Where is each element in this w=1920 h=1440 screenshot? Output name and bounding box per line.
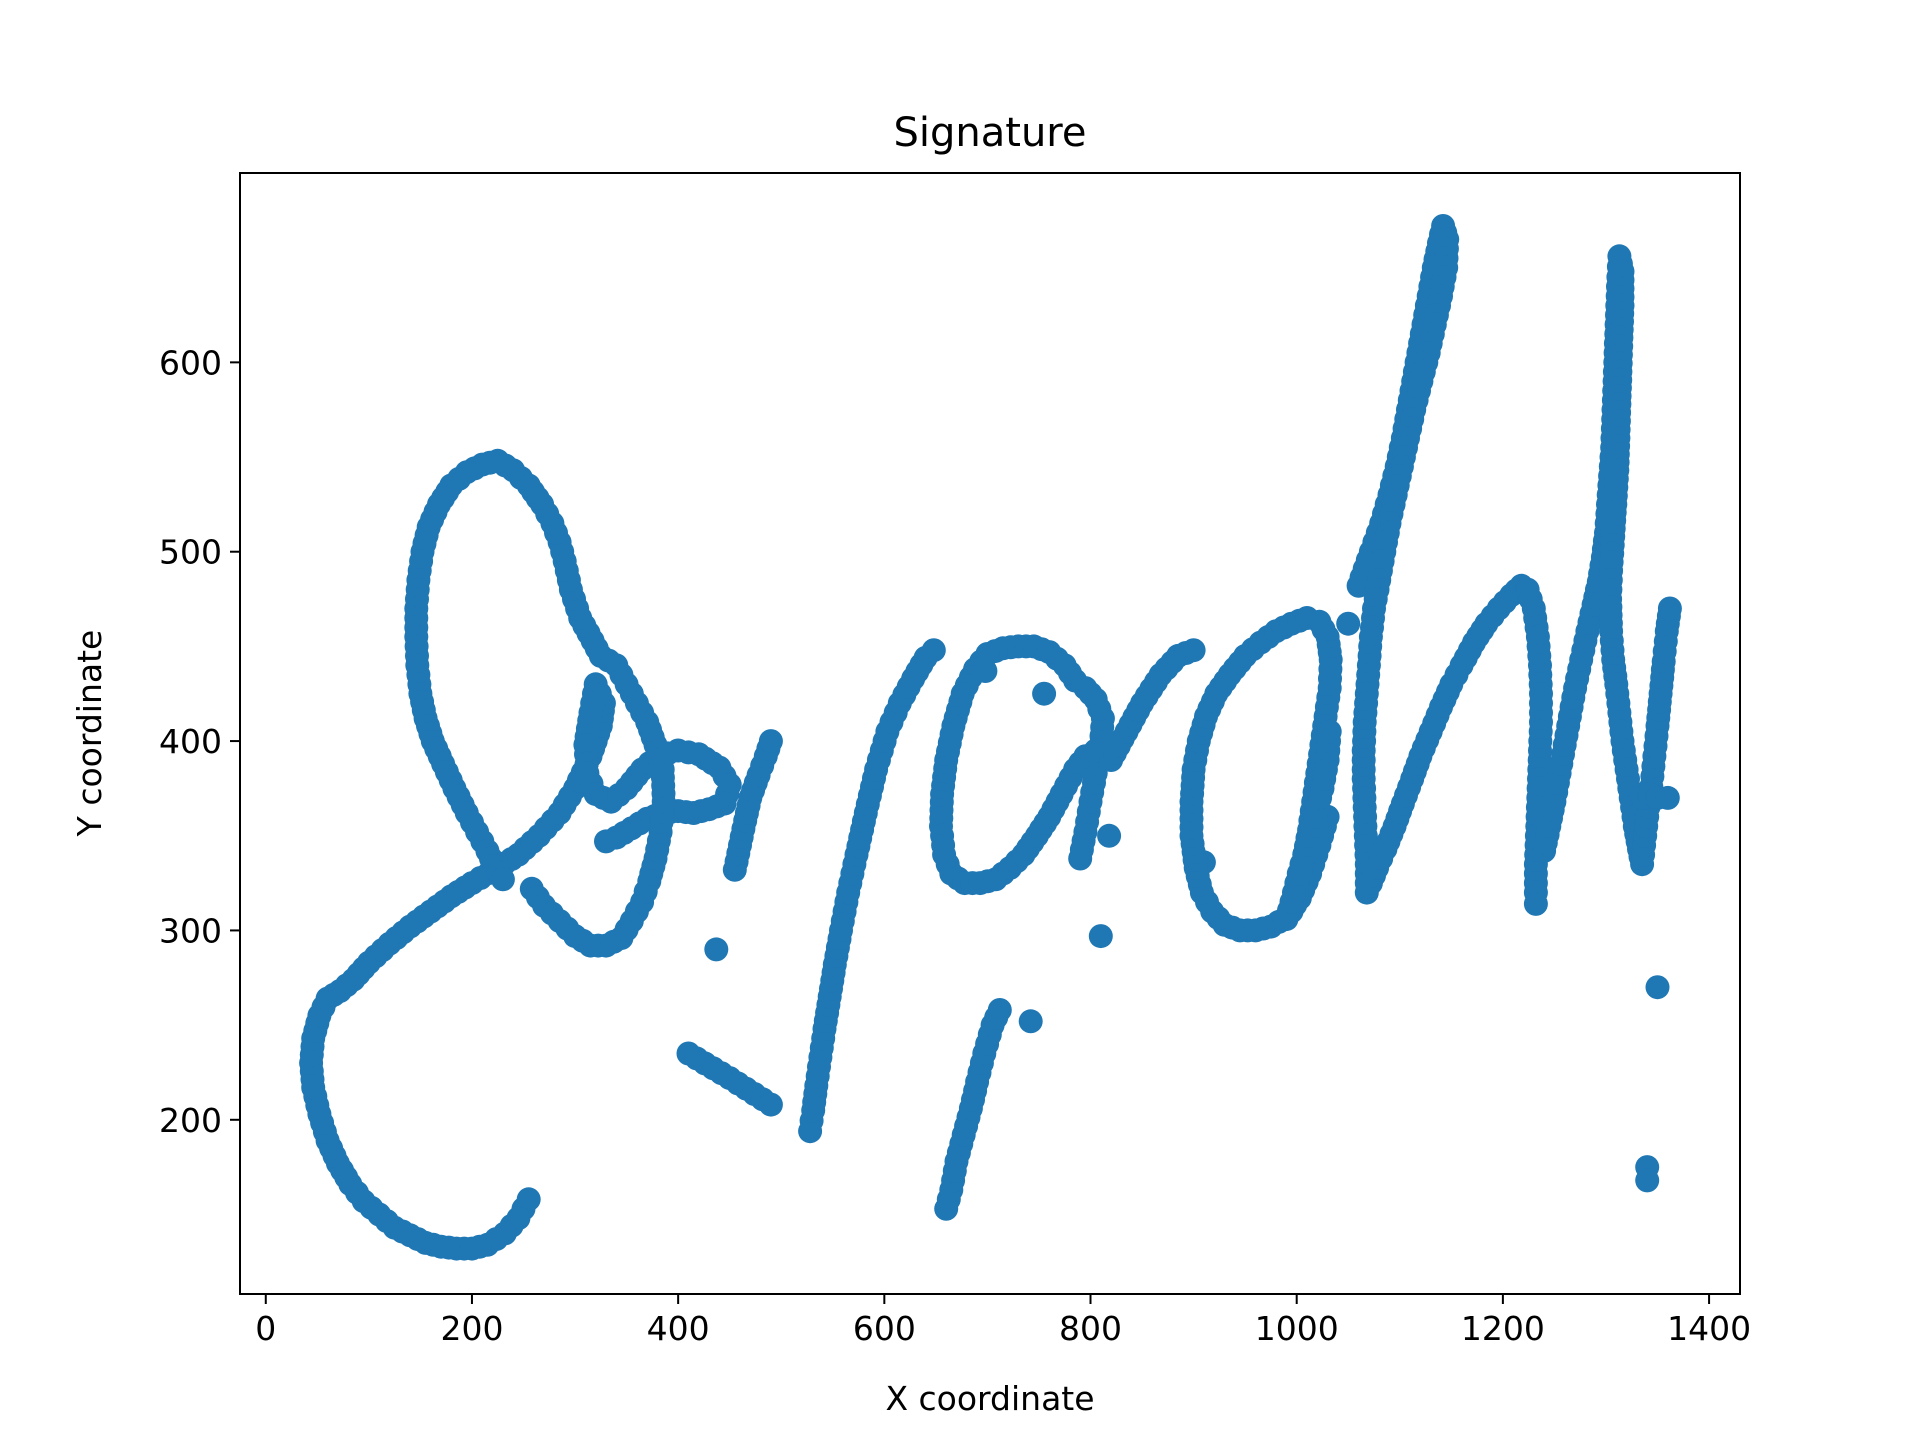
data-points-layer — [299, 214, 1682, 1261]
x-axis-ticks: 0 200 400 600 800 1000 1200 1400 — [255, 1294, 1751, 1348]
x-tick-label: 400 — [647, 1309, 710, 1348]
data-point — [758, 729, 783, 754]
data-point — [1181, 638, 1206, 663]
data-point — [1645, 975, 1670, 1000]
x-tick-label: 0 — [255, 1309, 276, 1348]
y-tick-label: 600 — [159, 343, 222, 382]
x-tick-label: 200 — [440, 1309, 503, 1348]
data-point — [1523, 891, 1548, 916]
data-point — [987, 998, 1012, 1022]
data-point — [1317, 719, 1342, 744]
y-axis-ticks: 200 300 400 500 600 — [159, 343, 240, 1140]
chart-title: Signature — [894, 110, 1087, 156]
x-tick-label: 1000 — [1255, 1309, 1339, 1348]
plot-area-frame — [239, 172, 1741, 1295]
data-point — [921, 638, 946, 663]
y-tick-label: 300 — [159, 911, 222, 950]
x-tick-label: 1200 — [1461, 1309, 1545, 1348]
data-point — [1657, 596, 1682, 621]
data-point — [1088, 924, 1113, 949]
data-point — [1032, 681, 1057, 706]
data-point — [490, 867, 515, 892]
y-tick-label: 200 — [159, 1101, 222, 1140]
data-point — [1097, 823, 1122, 848]
data-point — [1018, 1009, 1043, 1034]
x-tick-label: 800 — [1059, 1309, 1122, 1348]
x-axis-title: X coordinate — [885, 1379, 1094, 1418]
data-point — [1635, 1168, 1660, 1193]
y-tick-label: 500 — [159, 533, 222, 572]
y-axis-title: Y coordinate — [70, 630, 109, 838]
data-point — [1655, 785, 1680, 810]
data-point — [594, 829, 618, 854]
x-tick-label: 1400 — [1667, 1309, 1751, 1348]
y-tick-label: 400 — [159, 722, 222, 761]
data-point — [704, 937, 729, 962]
data-point — [758, 1092, 783, 1117]
data-point — [1336, 611, 1361, 636]
x-tick-label: 600 — [853, 1309, 916, 1348]
